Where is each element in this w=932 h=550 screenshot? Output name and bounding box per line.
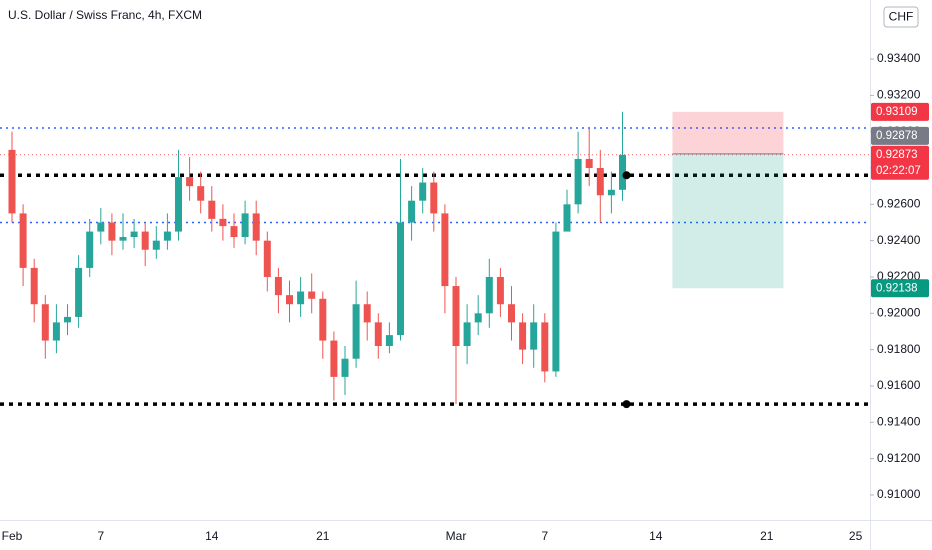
candle-body (563, 204, 571, 232)
currency-button[interactable] (883, 6, 919, 28)
x-tick-label: 7 (541, 529, 548, 543)
candle-body (52, 322, 60, 341)
candle-body (452, 286, 460, 347)
candle-body (241, 213, 249, 238)
y-tick-label: 0.93400 (877, 51, 921, 65)
candle-body (186, 177, 194, 187)
candle-body (130, 231, 138, 238)
candle-body (530, 322, 538, 350)
plot-area (0, 111, 870, 409)
level-marker (622, 171, 631, 180)
candle-body (19, 213, 27, 268)
candle-body (374, 322, 382, 347)
x-tick-label: 25 (849, 529, 863, 543)
target-zone (672, 153, 784, 289)
candle-body (430, 182, 438, 214)
countdown: 02:22:07 (876, 165, 921, 177)
candle-body (519, 322, 527, 350)
candle-body (585, 158, 593, 169)
candle-body (274, 276, 282, 296)
x-tick-label: 14 (649, 529, 663, 543)
x-tick-label: Mar (446, 529, 467, 543)
y-tick-label: 0.91600 (877, 378, 921, 392)
candle-body (163, 231, 171, 241)
candle-body (175, 177, 182, 232)
candle-body (41, 304, 49, 341)
entry-price-tag: 0.92878 (876, 130, 918, 142)
candle-body (297, 291, 305, 305)
axes: 0.91000 0.91200 0.91400 0.91600 0.91800 0.920… (2, 51, 929, 543)
candle-body (485, 276, 493, 314)
candle-body (496, 276, 504, 305)
candle-body (197, 186, 205, 201)
x-tick-label: Feb (2, 529, 23, 543)
entry-price-tag-bg (871, 126, 929, 145)
candle-body (330, 340, 338, 377)
candle-body (397, 222, 404, 336)
level-marker (622, 400, 631, 409)
candle-body (141, 231, 149, 250)
y-tick-label: 0.91400 (877, 414, 921, 428)
candle-body (64, 316, 71, 323)
candle-body (219, 218, 227, 227)
last-price-tag-bg (871, 145, 929, 180)
last-price-tag: 0.92873 (876, 149, 918, 161)
candle-body (408, 200, 416, 223)
candle-body (552, 231, 560, 372)
candle-body (352, 304, 360, 359)
candle-body (208, 200, 216, 219)
candle-body (341, 358, 349, 377)
candle-body (419, 182, 427, 201)
y-tick-label: 0.92400 (877, 233, 921, 247)
candle-body (363, 304, 371, 323)
candle-body (319, 298, 327, 341)
y-tick-label: 0.91000 (877, 487, 921, 501)
candle-body (607, 189, 615, 196)
stop-price-tag: 0.93109 (876, 106, 918, 118)
candle-body (596, 168, 604, 196)
y-tick-label: 0.91800 (877, 342, 921, 356)
candle-body (75, 267, 83, 317)
candle-body (119, 237, 127, 241)
x-tick-label: 21 (760, 529, 774, 543)
y-tick-label: 0.91200 (877, 451, 921, 465)
candle-body (441, 213, 449, 287)
chart-title: U.S. Dollar / Swiss Franc, 4h, FXCM (8, 8, 202, 22)
stop-zone (672, 111, 784, 154)
candle-body (308, 291, 316, 299)
candle-body (385, 335, 393, 347)
candle-body (152, 240, 160, 250)
stop-price-tag-bg (871, 102, 929, 121)
candle-body (97, 222, 105, 232)
candle-body (508, 304, 515, 323)
x-tick-label: 7 (97, 529, 104, 543)
target-price-tag-bg (871, 279, 929, 298)
candle-body (541, 322, 549, 372)
candle-body (230, 226, 238, 238)
candle-body (619, 154, 626, 190)
y-tick-label: 0.93200 (877, 88, 921, 102)
x-tick-label: 14 (205, 529, 219, 543)
candle-body (86, 231, 94, 268)
y-tick-label: 0.92000 (877, 305, 921, 319)
candle-body (286, 295, 293, 305)
candle-body (474, 313, 482, 323)
candle-body (30, 267, 38, 305)
candle-body (252, 213, 260, 241)
target-price-tag: 0.92138 (876, 282, 918, 294)
candle-body (108, 222, 116, 241)
candle-body (574, 158, 582, 205)
candle-body (8, 149, 16, 214)
candle-body (263, 240, 271, 277)
x-tick-label: 21 (316, 529, 330, 543)
y-tick-label: 0.92600 (877, 197, 921, 211)
candle-body (463, 322, 471, 347)
currency-label: CHF (889, 10, 914, 24)
